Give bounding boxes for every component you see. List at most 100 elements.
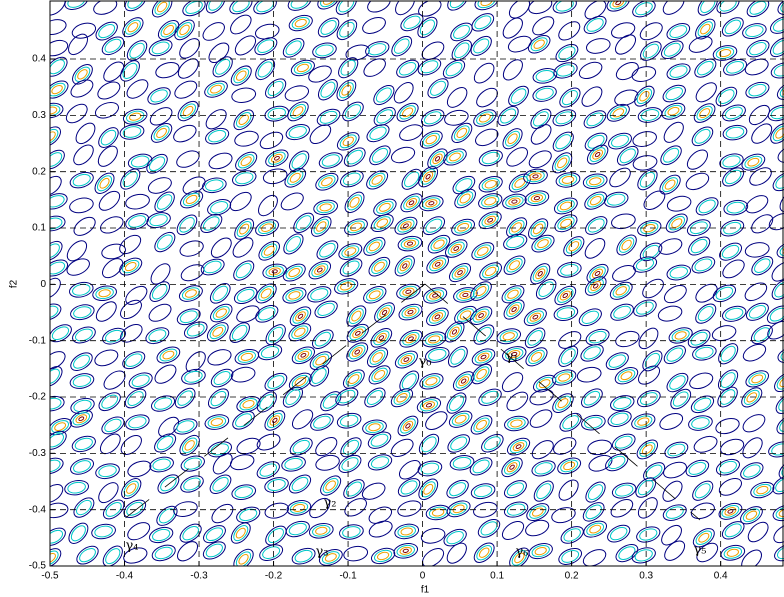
contour xyxy=(428,201,435,206)
contour xyxy=(71,435,96,453)
contour xyxy=(476,111,494,125)
annotation: γ₁ xyxy=(506,350,519,365)
contour xyxy=(776,241,784,259)
contour xyxy=(284,457,303,470)
contour xyxy=(260,288,272,299)
contour xyxy=(636,526,661,543)
contour xyxy=(183,477,201,491)
contour xyxy=(558,174,578,186)
contour xyxy=(314,331,331,347)
contour xyxy=(476,419,487,430)
contour xyxy=(120,323,143,343)
contour xyxy=(700,23,711,35)
contour xyxy=(454,42,470,59)
contour xyxy=(428,335,441,344)
contour xyxy=(506,235,525,249)
contour xyxy=(346,149,363,165)
contour xyxy=(242,400,255,409)
contour xyxy=(745,195,769,214)
contour xyxy=(94,172,115,194)
contour xyxy=(377,551,390,561)
contour xyxy=(530,220,546,237)
contour xyxy=(316,201,335,214)
contour xyxy=(608,354,626,368)
contour xyxy=(151,544,176,562)
contour xyxy=(663,42,681,57)
contour xyxy=(287,1,312,11)
contour xyxy=(50,175,62,196)
contour xyxy=(396,544,415,557)
contour xyxy=(419,399,439,412)
contour xyxy=(480,521,498,536)
contour xyxy=(127,1,144,9)
contour xyxy=(177,58,199,79)
contour xyxy=(589,266,606,281)
contour xyxy=(342,439,360,455)
contour xyxy=(529,505,547,519)
contour xyxy=(208,42,230,63)
contour xyxy=(585,481,606,503)
contour xyxy=(771,261,784,282)
contour xyxy=(50,502,69,519)
contour xyxy=(607,524,631,543)
contour xyxy=(397,352,416,367)
contour xyxy=(366,347,389,368)
contour xyxy=(717,369,739,391)
contour xyxy=(255,58,276,81)
contour xyxy=(230,14,252,35)
contour xyxy=(50,56,68,77)
contour xyxy=(688,415,713,431)
contour xyxy=(724,169,742,185)
contour xyxy=(285,40,302,56)
contour xyxy=(400,355,413,365)
contour xyxy=(346,323,369,343)
contour xyxy=(289,103,307,119)
contour xyxy=(473,38,490,54)
contour xyxy=(528,543,553,560)
contour xyxy=(555,44,579,63)
y-tick-label: -0.4 xyxy=(29,504,47,515)
contour xyxy=(484,215,496,225)
contour xyxy=(456,127,468,139)
contour xyxy=(451,122,473,144)
contour xyxy=(288,474,312,494)
contour xyxy=(289,306,312,327)
contour xyxy=(396,283,421,300)
contour xyxy=(50,305,59,319)
contour xyxy=(67,481,86,494)
contour xyxy=(76,545,99,565)
contour xyxy=(450,22,473,42)
contour xyxy=(349,326,367,341)
contour xyxy=(429,257,447,272)
contour xyxy=(514,178,526,188)
contour xyxy=(665,506,684,519)
contour xyxy=(553,197,578,215)
contour xyxy=(693,103,716,123)
contour xyxy=(316,267,323,273)
contour xyxy=(403,223,409,229)
contour xyxy=(176,22,193,38)
contour xyxy=(668,215,686,231)
contour xyxy=(634,549,653,562)
contour xyxy=(399,260,410,272)
contour xyxy=(427,78,449,99)
contour xyxy=(131,374,150,387)
contour xyxy=(778,459,784,480)
contour xyxy=(401,373,417,390)
contour xyxy=(775,393,784,414)
contour xyxy=(552,1,577,14)
contour xyxy=(210,368,234,388)
contour xyxy=(50,1,66,16)
contour xyxy=(770,106,784,120)
contour xyxy=(609,1,628,10)
contour xyxy=(663,121,684,143)
contour xyxy=(51,84,63,95)
contour xyxy=(533,223,544,235)
contour xyxy=(556,64,575,77)
contour xyxy=(448,263,472,283)
contour xyxy=(531,460,556,477)
contour xyxy=(130,155,150,168)
contour xyxy=(610,303,634,321)
contour xyxy=(364,387,386,408)
contour xyxy=(396,102,419,122)
